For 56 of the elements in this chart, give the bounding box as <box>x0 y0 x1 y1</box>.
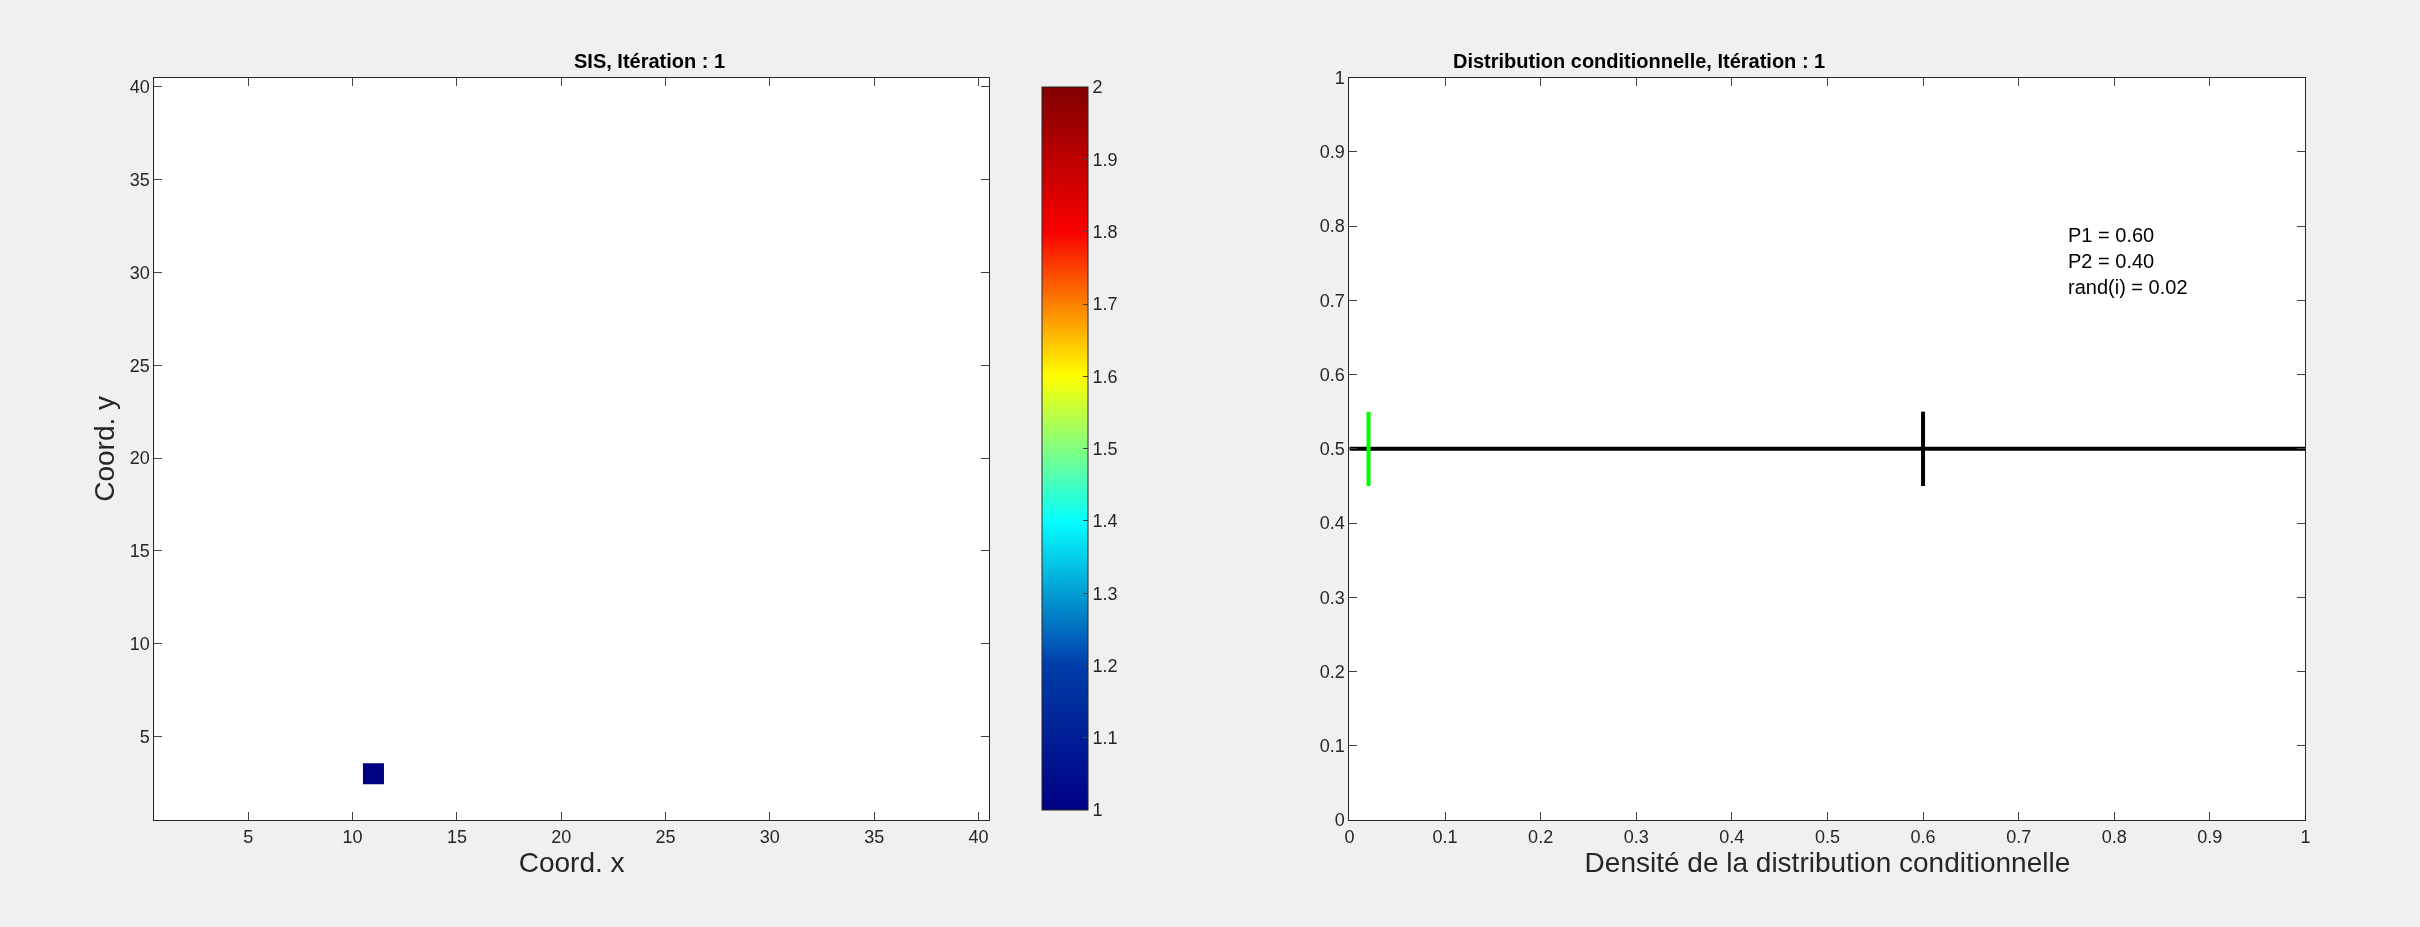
color-bar-label: 2 <box>1092 77 1103 98</box>
y-tick-label: 0 <box>1334 810 1345 831</box>
y-tick-label: 0.4 <box>1319 513 1345 534</box>
y-tick-label: 0.5 <box>1319 439 1345 460</box>
color-bar-label: 1.6 <box>1092 366 1118 387</box>
x-tick-label: 0.6 <box>1910 826 1936 847</box>
y-tick-label: 0.2 <box>1319 661 1345 682</box>
y-axis-title: Coord. y <box>89 395 121 502</box>
y-tick-label: 0.6 <box>1319 364 1345 385</box>
x-tick-label: 15 <box>446 826 467 847</box>
x-tick-label: 30 <box>759 826 780 847</box>
x-tick-label: 20 <box>551 826 572 847</box>
chart-title: SIS, Itération : 1 <box>574 50 726 72</box>
color-bar-label: 1.1 <box>1092 728 1118 749</box>
x-tick-label: 0.3 <box>1623 826 1649 847</box>
color-bar-label: 1.3 <box>1092 583 1118 604</box>
x-tick-label: 25 <box>655 826 676 847</box>
color-bar-label: 1 <box>1092 800 1103 821</box>
y-tick-label: 25 <box>129 355 150 376</box>
y-tick-label: 35 <box>129 169 150 190</box>
x-tick-label: 0.8 <box>2101 826 2127 847</box>
color-bar-label: 1.4 <box>1092 511 1118 532</box>
x-tick-label: 0.7 <box>2006 826 2032 847</box>
color-bar-label: 1.5 <box>1092 438 1118 459</box>
y-tick-label: 5 <box>139 726 150 747</box>
y-tick-label: 15 <box>129 541 150 562</box>
x-tick-label: 0.2 <box>1528 826 1554 847</box>
x-tick-label: 5 <box>243 826 254 847</box>
y-tick-label: 20 <box>129 448 150 469</box>
annotation: rand(i) = 0.02 <box>2068 276 2188 298</box>
color-bar-label: 1.9 <box>1092 149 1118 170</box>
y-tick-label: 10 <box>129 634 150 655</box>
y-tick-label: 40 <box>129 77 150 98</box>
y-tick-label: 0.3 <box>1319 587 1345 608</box>
x-axis-title: Densité de la distribution conditionnelle <box>1584 846 2071 878</box>
x-tick-label: 0.4 <box>1719 826 1745 847</box>
y-tick-label: 0.1 <box>1319 736 1345 757</box>
color-bar-label: 1.7 <box>1092 294 1118 315</box>
y-tick-label: 0.9 <box>1319 142 1345 163</box>
y-tick-label: 0.8 <box>1319 216 1345 237</box>
chart-title: Distribution conditionnelle, Itération : 1 <box>1453 50 1826 72</box>
y-tick-label: 1 <box>1334 67 1345 88</box>
x-axis-title: Coord. x <box>518 846 625 878</box>
y-tick-label: 0.7 <box>1319 290 1345 311</box>
x-tick-label: 40 <box>968 826 989 847</box>
y-tick-label: 30 <box>129 262 150 283</box>
annotation: P2 = 0.40 <box>2068 250 2155 272</box>
x-tick-label: 0.9 <box>2197 826 2223 847</box>
annotation: P1 = 0.60 <box>2068 224 2155 246</box>
x-tick-label: 35 <box>864 826 885 847</box>
x-tick-label: 0.1 <box>1432 826 1458 847</box>
x-tick-label: 0.5 <box>1814 826 1840 847</box>
color-bar-label: 1.2 <box>1092 655 1118 676</box>
color-bar-label: 1.8 <box>1092 222 1118 243</box>
x-tick-label: 1 <box>2300 826 2311 847</box>
x-tick-label: 10 <box>342 826 363 847</box>
